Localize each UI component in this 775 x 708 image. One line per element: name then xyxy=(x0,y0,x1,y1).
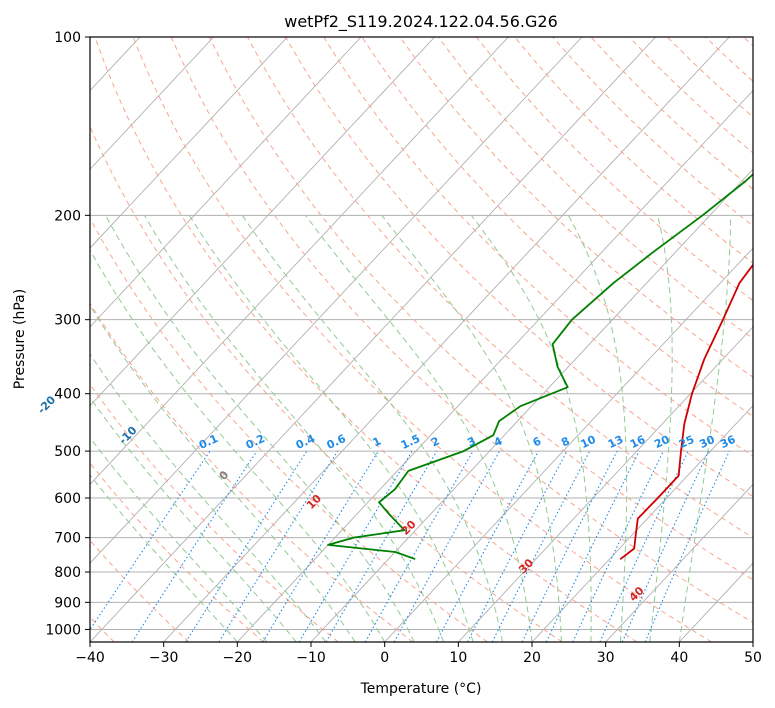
mixing-ratio-line xyxy=(185,450,308,642)
x-tick-label: −30 xyxy=(149,650,179,666)
y-tick-label: 400 xyxy=(54,387,81,403)
x-tick-label: −10 xyxy=(296,650,326,666)
isotherm-30 xyxy=(605,483,753,642)
mixing-ratio-line xyxy=(621,450,710,642)
moist-adiabat xyxy=(90,304,356,642)
dry-adiabat xyxy=(437,37,753,340)
axis-ticks: −40 −30 −20 −10 0 10 20 30 40 50 100 200 300 400 500 60… xyxy=(45,30,762,666)
moist-adiabat xyxy=(188,215,474,642)
temperature-profile xyxy=(619,263,753,560)
x-tick-label: −40 xyxy=(75,650,105,666)
y-tick-label: 700 xyxy=(54,531,81,547)
dry-adiabat xyxy=(94,37,638,642)
mixing-ratio-line xyxy=(364,450,474,642)
moist-adiabat xyxy=(90,353,327,642)
mixing-ratio-line xyxy=(491,450,591,642)
y-axis-label: Pressure (hPa) xyxy=(12,289,28,389)
isotherm--40 xyxy=(90,37,657,642)
mixing-ratio-label: 13 xyxy=(606,433,625,451)
x-tick-label: 50 xyxy=(744,650,762,666)
mixing-ratio-label: 30 xyxy=(697,433,717,451)
moist-adiabat xyxy=(567,215,628,642)
moist-adiabat xyxy=(90,474,238,642)
x-tick-label: 0 xyxy=(380,650,389,666)
dry-adiabat xyxy=(208,37,753,581)
isotherm--90 xyxy=(90,37,288,249)
y-tick-label: 800 xyxy=(54,565,81,581)
moist-adiabat xyxy=(105,215,415,642)
x-tick-label: 40 xyxy=(670,650,688,666)
mixing-ratio-line xyxy=(393,450,501,642)
y-tick-label: 100 xyxy=(54,30,81,46)
x-tick-label: 20 xyxy=(523,650,541,666)
x-tick-label: 10 xyxy=(449,650,467,666)
dewpoint-profile xyxy=(327,173,753,560)
dry-adiabat xyxy=(90,462,264,642)
plot-frame xyxy=(89,36,754,643)
moist-adiabat xyxy=(649,215,673,642)
dry-adiabat xyxy=(90,125,563,642)
moist-adiabat xyxy=(144,215,445,642)
mixing-ratio-label: 10 xyxy=(579,433,599,451)
dry-adiabat xyxy=(132,37,712,642)
isotherm--100 xyxy=(90,37,215,170)
x-axis-label: Temperature (°C) xyxy=(360,681,482,697)
dry-adiabat xyxy=(90,302,414,642)
y-tick-label: 500 xyxy=(54,444,81,460)
dry-adiabat xyxy=(476,37,753,302)
mixing-ratio-line xyxy=(521,450,618,642)
isotherm--80 xyxy=(90,37,362,328)
isotherm--50 xyxy=(90,37,583,564)
dry-adiabat xyxy=(361,37,753,417)
mixing-ratio-label: 16 xyxy=(628,433,648,451)
mixing-ratio-line xyxy=(644,450,730,642)
chart-title: wetPf2_S119.2024.122.04.56.G26 xyxy=(284,12,558,32)
isotherm--20 xyxy=(237,89,753,642)
dry-adiabat xyxy=(170,37,753,624)
mixing-ratio-line xyxy=(435,450,539,642)
mixing-ratio-line xyxy=(131,450,258,642)
moist-adiabat xyxy=(241,215,503,642)
y-tick-label: 200 xyxy=(54,208,81,224)
moist-adiabat xyxy=(90,248,386,642)
x-tick-label: 30 xyxy=(597,650,615,666)
dry-adiabat xyxy=(323,37,753,457)
y-tick-label: 300 xyxy=(54,313,81,329)
isotherm--30 xyxy=(163,37,730,642)
x-tick-label: −20 xyxy=(223,650,253,666)
moist-adiabat xyxy=(678,215,732,642)
sounding-profiles xyxy=(327,173,753,560)
mixing-ratio-label: 36 xyxy=(718,433,738,451)
mixing-ratio-label: 25 xyxy=(677,433,696,451)
background-grid xyxy=(90,37,753,642)
y-tick-label: 1000 xyxy=(45,622,81,638)
mixing-ratio-line xyxy=(262,450,379,642)
mixing-ratio-line xyxy=(90,450,211,631)
mixing-ratio-label: 20 xyxy=(652,433,672,451)
isotherm--70 xyxy=(90,37,436,407)
isotherm-20 xyxy=(531,404,753,642)
isotherm-10 xyxy=(458,326,753,642)
moist-adiabat xyxy=(381,214,562,642)
isotherm-0 xyxy=(384,247,753,642)
y-tick-label: 900 xyxy=(54,595,81,611)
isotherm--60 xyxy=(90,37,509,486)
y-tick-label: 600 xyxy=(54,491,81,507)
dry-adiabat xyxy=(90,217,488,642)
